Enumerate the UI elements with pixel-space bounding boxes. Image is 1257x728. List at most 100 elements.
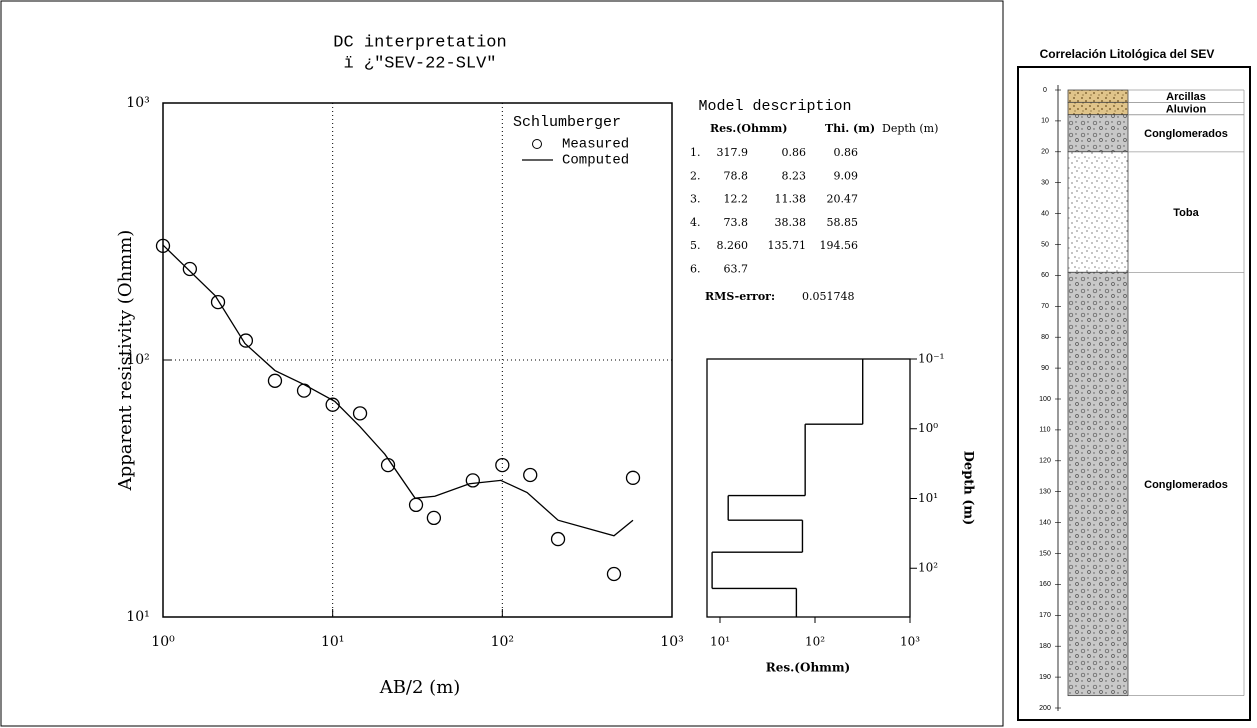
x-tick-label: 10²: [805, 635, 825, 649]
layer: [1067, 271, 1129, 697]
measured-point: [408, 497, 424, 513]
measured-point: [625, 470, 641, 485]
y-axis-label: Apparent resistivity (Ohmm): [115, 230, 136, 492]
layer-label: Toba: [1173, 207, 1199, 219]
measured-point: [523, 467, 538, 483]
depth-tick-label: 120: [1039, 458, 1051, 465]
measured-point: [426, 510, 442, 526]
measured-point: [325, 397, 340, 412]
layer-label: Aluvion: [1166, 103, 1207, 115]
rms-label: RMS-error:: [705, 290, 775, 303]
table-cell: 8.23: [782, 169, 807, 182]
table-cell: 20.47: [827, 193, 859, 206]
layer-label: Arcillas: [1166, 91, 1206, 103]
x-tick-label: 10¹: [321, 634, 344, 650]
depth-tick-label: 20: [1041, 149, 1049, 156]
depth-tick-label: 80: [1041, 334, 1049, 341]
depth-tick-label: 70: [1041, 303, 1049, 310]
x-axis-label: Res.(Ohmm): [766, 661, 850, 675]
measured-point: [210, 294, 226, 310]
layer-label: Conglomerados: [1144, 128, 1228, 140]
depth-tick-label: 110: [1039, 427, 1050, 434]
depth-tick-label: 200: [1039, 705, 1051, 712]
measured-point: [465, 473, 480, 488]
depth-tick-label: 150: [1039, 550, 1051, 557]
x-tick-label: 10¹: [710, 635, 730, 649]
y-tick-label: 10¹: [126, 609, 149, 625]
table-cell: 135.71: [768, 239, 807, 252]
left-frame: [0, 0, 1004, 727]
table-cell: 6.: [690, 263, 701, 276]
depth-tick-label: 10: [1041, 118, 1049, 125]
depth-tick-label: 100: [1039, 396, 1051, 403]
depth-tick-label: 40: [1041, 210, 1049, 217]
y-tick-label: 10²: [918, 561, 938, 575]
measured-point: [495, 457, 510, 473]
table-cell: 0.86: [834, 146, 859, 159]
table-cell: 0.86: [782, 146, 807, 159]
layer: [1067, 151, 1129, 273]
y-tick-label: 10⁻¹: [918, 352, 944, 366]
table-title: Model description: [698, 98, 851, 115]
depth-tick-label: 30: [1041, 180, 1049, 187]
depth-tick-label: 180: [1039, 643, 1051, 650]
table-cell: 58.85: [827, 216, 859, 229]
table-cell: 194.56: [820, 239, 859, 252]
x-tick-label: 10⁰: [151, 634, 175, 650]
right-frame: [1017, 66, 1251, 721]
y-tick-label: 10²: [126, 352, 149, 368]
table-header: Depth (m): [882, 122, 938, 135]
table-cell: 73.8: [724, 216, 749, 229]
depth-tick-label: 130: [1039, 489, 1051, 496]
depth-tick-label: 0: [1043, 87, 1047, 94]
measured-point: [550, 531, 566, 547]
table-header: Res.(Ohmm): [710, 122, 787, 135]
table-cell: 4.: [690, 216, 701, 229]
table-cell: 9.09: [834, 169, 859, 182]
table-cell: 3.: [690, 193, 701, 206]
depth-tick-label: 190: [1039, 674, 1051, 681]
measured-point: [296, 383, 312, 398]
layer: [1067, 114, 1129, 153]
layer: [1067, 89, 1129, 103]
measured-point: [352, 406, 368, 421]
measured-point: [182, 261, 198, 277]
depth-tick-label: 140: [1039, 519, 1051, 526]
legend-title: Schlumberger: [513, 114, 621, 131]
table-cell: 5.: [690, 239, 701, 252]
x-tick-label: 10²: [491, 634, 514, 650]
legend-label: Computed: [562, 153, 629, 169]
measured-point: [267, 373, 283, 388]
depth-tick-label: 160: [1039, 581, 1051, 588]
column-title: Correlación Litológica del SEV: [1040, 47, 1215, 61]
measured-point: [238, 333, 254, 348]
table-cell: 12.2: [724, 193, 749, 206]
y-tick-label: 10¹: [918, 491, 938, 505]
x-axis-label: AB/2 (m): [379, 677, 461, 698]
y-tick-label: 10⁰: [918, 421, 938, 435]
table-header: Thi. (m): [825, 122, 875, 135]
chart-title: DC interpretation: [333, 33, 506, 52]
table-cell: 8.260: [717, 239, 749, 252]
y-tick-label: 10³: [126, 95, 149, 111]
y-axis-label: Depth (m): [961, 451, 976, 526]
table-cell: 317.9: [717, 146, 749, 159]
plot-frame: [706, 358, 911, 618]
layer-label: Conglomerados: [1144, 479, 1228, 491]
measured-point: [606, 566, 622, 582]
chart-subtitle: ï ¿"SEV-22-SLV": [343, 54, 496, 73]
measured-point: [155, 238, 171, 254]
x-tick-label: 10³: [900, 635, 920, 649]
depth-tick-label: 60: [1041, 272, 1049, 279]
table-cell: 2.: [690, 169, 701, 182]
x-tick-label: 10³: [660, 634, 683, 650]
computed-curve: [162, 244, 634, 537]
table-cell: 1.: [690, 146, 701, 159]
rms-value: 0.051748: [802, 290, 855, 303]
table-cell: 11.38: [775, 193, 807, 206]
legend-label: Measured: [562, 137, 629, 153]
table-cell: 78.8: [724, 169, 749, 182]
table-cell: 63.7: [724, 263, 749, 276]
depth-tick-label: 50: [1041, 241, 1049, 248]
